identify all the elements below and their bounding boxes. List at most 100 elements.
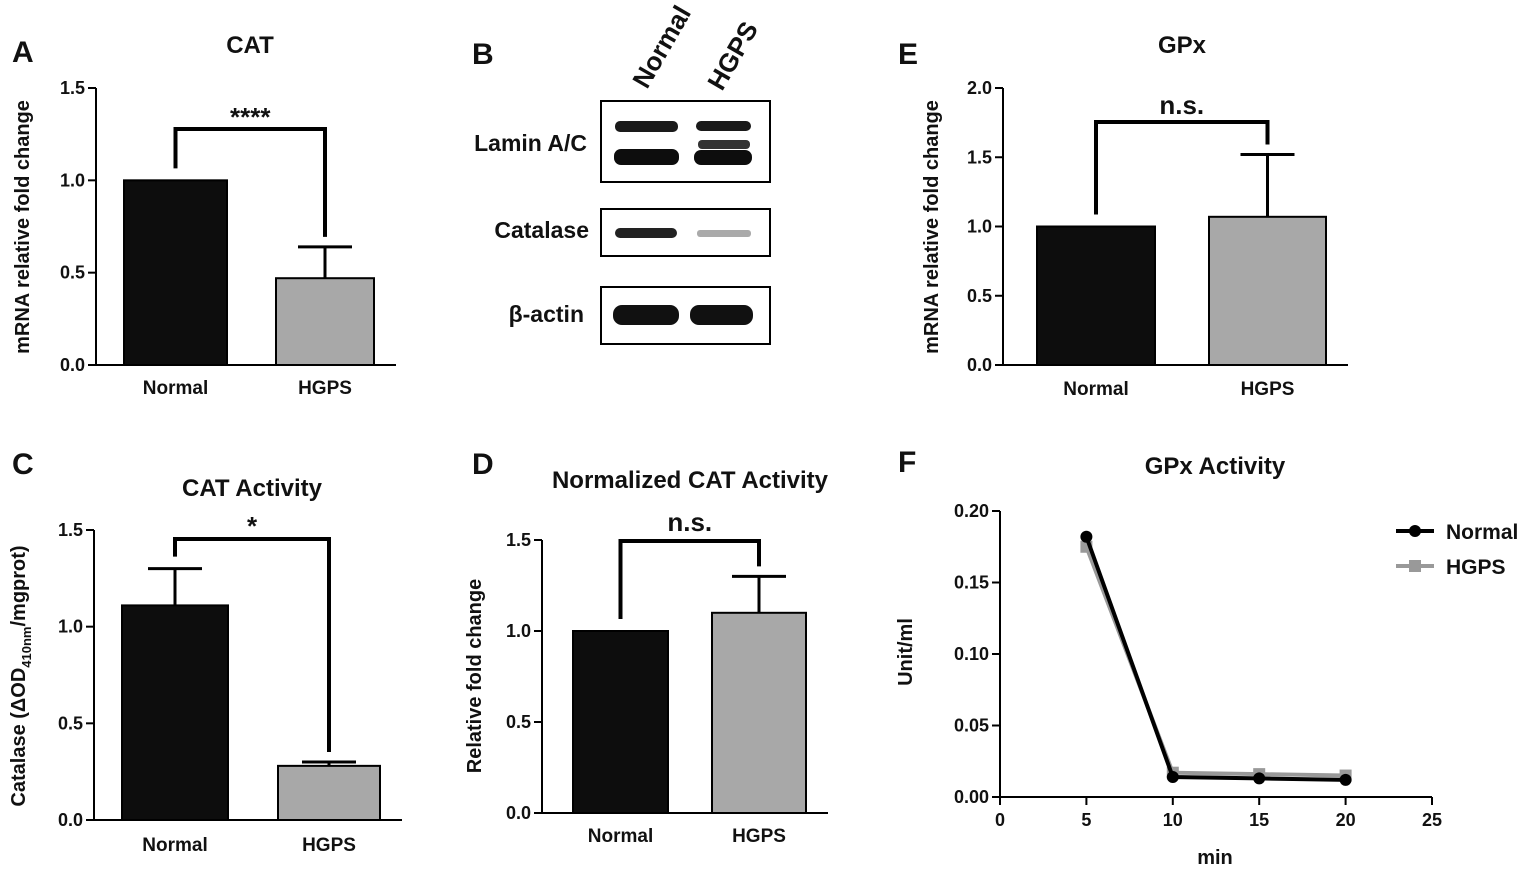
panel-letter-c: C	[12, 448, 34, 481]
chart-cat-mrna: CAT mRNA relative fold change 0.0 0.5 1.0 1…	[12, 32, 396, 399]
x-category-label: Normal	[142, 835, 207, 856]
x-tick-label: 0	[995, 810, 1005, 830]
panel-letter-a: A	[12, 36, 34, 69]
panel-letter-b: B	[472, 38, 494, 71]
lane-label-normal: Normal	[626, 0, 697, 93]
significance-bracket	[173, 537, 331, 752]
data-point-normal	[1339, 773, 1352, 786]
y-axis-label: mRNA relative fold change	[921, 100, 943, 354]
x-category-label: HGPS	[1241, 379, 1295, 400]
bar-hgps	[275, 277, 375, 366]
lane-label-hgps: HGPS	[701, 16, 764, 95]
x-category-label: Normal	[588, 826, 653, 847]
y-axis-label: Relative fold change	[464, 579, 486, 774]
y-tick-label: 0.0	[506, 803, 531, 823]
y-tick-label: 0.0	[60, 355, 85, 375]
significance-label: n.s.	[667, 507, 712, 537]
legend-marker-normal	[1409, 525, 1421, 537]
band-lamin-hgps-middle	[698, 140, 750, 149]
y-tick-label: 0.5	[506, 712, 531, 732]
chart-normalized-cat-activity: Normalized CAT Activity Relative fold ch…	[464, 467, 829, 847]
significance-bracket	[173, 127, 327, 237]
y-axis-label-prefix: Catalase (ΔOD	[8, 668, 30, 807]
x-tick-label: 10	[1163, 810, 1183, 830]
y-tick-label: 0.0	[967, 355, 992, 375]
chart-title: CAT Activity	[182, 475, 323, 502]
band-actin-normal	[613, 305, 679, 325]
bar-hgps	[711, 611, 807, 814]
y-axis-label: Unit/ml	[895, 618, 917, 686]
band-label-catalase: Catalase	[494, 217, 589, 243]
data-point-normal	[1080, 530, 1093, 543]
data-point-normal	[1166, 770, 1179, 783]
y-tick-label: 1.0	[506, 621, 531, 641]
x-category-label: HGPS	[302, 835, 356, 856]
x-tick-label: 25	[1422, 810, 1442, 830]
y-tick-label: 0.5	[58, 713, 83, 733]
chart-title: CAT	[226, 32, 274, 59]
y-tick-label: 1.0	[58, 617, 83, 637]
bar-normal	[572, 630, 669, 814]
data-point-normal	[1253, 772, 1266, 785]
chart-cat-activity: CAT Activity Catalase (ΔOD410nm/mgprot) …	[8, 475, 402, 856]
chart-title: Normalized CAT Activity	[552, 467, 829, 494]
legend-label-normal: Normal	[1446, 521, 1518, 544]
x-tick-label: 5	[1081, 810, 1091, 830]
bar-hgps	[1208, 215, 1327, 366]
band-catalase-hgps	[697, 230, 751, 237]
x-axis-label: min	[1197, 847, 1233, 869]
y-tick-label: 2.0	[967, 78, 992, 98]
bar-normal	[121, 604, 229, 822]
x-tick-label: 15	[1249, 810, 1269, 830]
bar-normal	[123, 179, 228, 366]
y-tick-label: 1.5	[58, 520, 83, 540]
significance-bracket	[1094, 120, 1270, 215]
chart-gpx-activity: GPx Activity Unit/ml min 0.00 0.05 0.10 0.1…	[895, 453, 1518, 869]
y-tick-label: 0.0	[58, 810, 83, 830]
y-tick-label: 1.5	[967, 147, 992, 167]
band-lamin-hgps-lower	[694, 150, 752, 165]
series-line-normal	[1084, 536, 1346, 782]
y-tick-label: 0.10	[954, 644, 989, 664]
y-tick-label: 1.0	[967, 217, 992, 237]
y-axis-label-subscript: 410nm	[19, 627, 34, 668]
x-category-label: Normal	[1063, 379, 1128, 400]
x-category-label: Normal	[143, 378, 208, 399]
y-tick-label: 0.00	[954, 787, 989, 807]
x-tick-label: 20	[1336, 810, 1356, 830]
x-category-label: HGPS	[298, 378, 352, 399]
legend-label-hgps: HGPS	[1446, 556, 1506, 579]
y-tick-label: 0.5	[967, 286, 992, 306]
bar-hgps	[277, 764, 381, 821]
y-tick-label: 1.5	[60, 78, 85, 98]
western-blot: Normal HGPS Lamin A/C Catalase β-actin	[474, 0, 771, 345]
bar-normal	[1036, 225, 1156, 366]
band-lamin-hgps-upper	[696, 121, 751, 131]
panel-letter-d: D	[472, 448, 494, 481]
legend-marker-hgps	[1409, 560, 1421, 572]
band-actin-hgps	[690, 305, 753, 325]
band-catalase-normal	[615, 228, 677, 238]
chart-title: GPx Activity	[1145, 453, 1286, 480]
band-label-actin: β-actin	[509, 301, 584, 327]
y-tick-label: 0.15	[954, 573, 989, 593]
y-tick-label: 0.05	[954, 716, 989, 736]
band-label-lamin: Lamin A/C	[474, 130, 587, 156]
significance-label: n.s.	[1159, 90, 1204, 120]
chart-title: GPx	[1158, 32, 1207, 59]
y-axis-label-suffix: /mgprot)	[8, 545, 30, 626]
panel-letter-f: F	[898, 446, 916, 479]
band-lamin-normal-upper	[615, 121, 678, 132]
y-tick-label: 1.5	[506, 530, 531, 550]
significance-bracket	[618, 539, 761, 619]
y-tick-label: 0.5	[60, 263, 85, 283]
chart-gpx-mrna: GPx mRNA relative fold change 0.0 0.5 1.0 1…	[921, 32, 1348, 400]
x-category-label: HGPS	[732, 826, 786, 847]
y-axis-label: Catalase (ΔOD410nm/mgprot)	[8, 545, 34, 806]
significance-label: ****	[230, 102, 271, 132]
y-tick-label: 1.0	[60, 170, 85, 190]
significance-label: *	[247, 511, 258, 541]
band-lamin-normal-lower	[614, 149, 679, 165]
y-axis-label: mRNA relative fold change	[12, 100, 34, 354]
